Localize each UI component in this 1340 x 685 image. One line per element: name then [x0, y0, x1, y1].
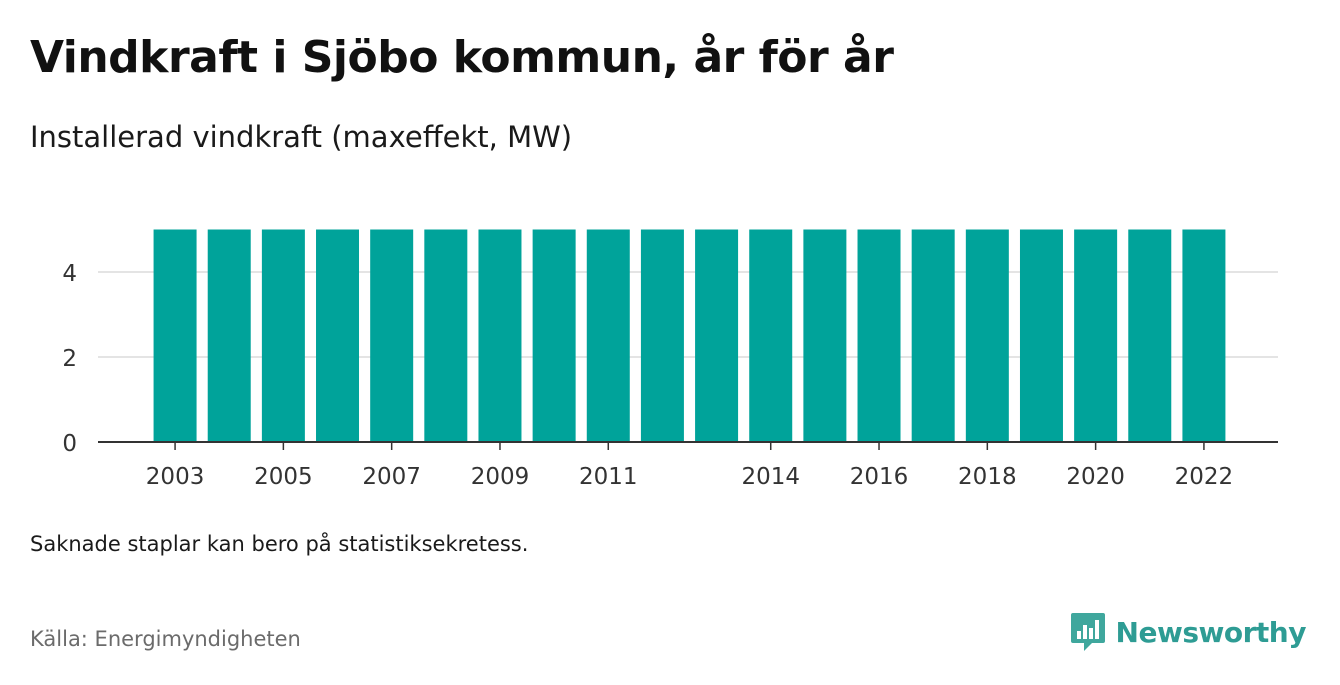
bar-2004[interactable]	[207, 229, 251, 443]
bar-2003[interactable]	[153, 229, 197, 443]
bar-2011[interactable]	[586, 229, 630, 443]
x-tick-label: 2009	[471, 464, 530, 490]
x-tick-label: 2005	[254, 464, 313, 490]
chart-title: Vindkraft i Sjöbo kommun, år för år	[30, 32, 894, 83]
source-label: Källa: Energimyndigheten	[30, 627, 301, 651]
bar-2005[interactable]	[261, 229, 305, 443]
x-tick-label: 2003	[146, 464, 205, 490]
bar-2021[interactable]	[1128, 229, 1172, 443]
y-tick-layer: 0 2 4	[62, 261, 77, 457]
bar-2008[interactable]	[424, 229, 468, 443]
brand-logo[interactable]: Newsworthy	[1070, 611, 1307, 653]
y-tick-label: 4	[62, 261, 77, 287]
x-tick-label: 2016	[850, 464, 909, 490]
x-tick-label: 2020	[1066, 464, 1125, 490]
bar-2014[interactable]	[749, 229, 793, 443]
x-tick-label: 2022	[1175, 464, 1234, 490]
x-tick-label: 2014	[741, 464, 800, 490]
y-tick-label: 0	[62, 431, 77, 457]
brand-name: Newsworthy	[1115, 615, 1307, 649]
bar-2019[interactable]	[1019, 229, 1063, 443]
bar-2007[interactable]	[370, 229, 414, 443]
x-tick-layer: 2003 2005 2007 2009 2011 2014 2016 2018 2020 2022	[146, 442, 1233, 490]
x-tick-label: 2011	[579, 464, 638, 490]
newsworthy-logo-icon	[1070, 613, 1105, 651]
bar-2010[interactable]	[532, 229, 576, 443]
y-tick-label: 2	[62, 346, 77, 372]
bar-2006[interactable]	[316, 229, 360, 443]
bar-2016[interactable]	[857, 229, 901, 443]
chart-subtitle: Installerad vindkraft (maxeffekt, MW)	[30, 120, 573, 154]
x-tick-label: 2018	[958, 464, 1017, 490]
footnote: Saknade staplar kan bero på statistiksek…	[30, 532, 529, 556]
bar-2017[interactable]	[911, 229, 955, 443]
bar-2013[interactable]	[695, 229, 739, 443]
bar-2015[interactable]	[803, 229, 847, 443]
bar-layer	[153, 229, 1226, 443]
x-tick-label: 2007	[362, 464, 421, 490]
bar-2012[interactable]	[640, 229, 684, 443]
bar-2018[interactable]	[965, 229, 1009, 443]
bar-2022[interactable]	[1182, 229, 1226, 443]
bar-chart: 0 2 4 2003 2005 2007 2009 2011 2014 2016 2018 2020…	[62, 229, 1278, 490]
bar-2009[interactable]	[478, 229, 522, 443]
bar-2020[interactable]	[1074, 229, 1118, 443]
